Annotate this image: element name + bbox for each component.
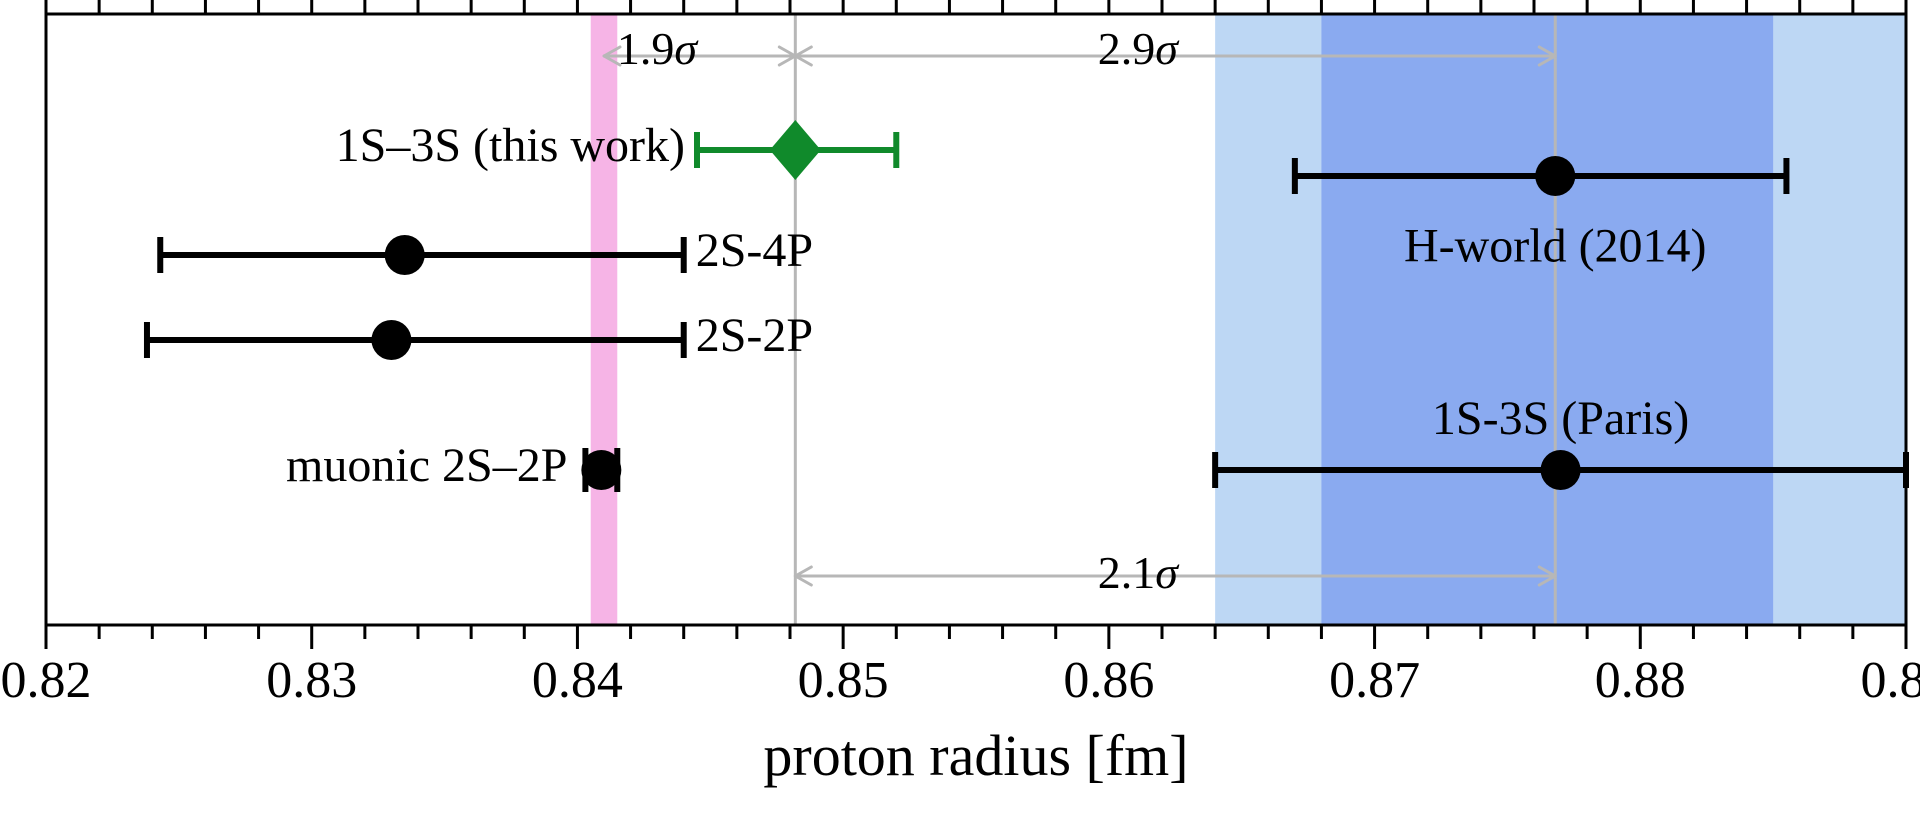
xtick-label: 0.82 bbox=[1, 652, 92, 709]
xtick-label: 0.85 bbox=[798, 652, 889, 709]
label-2s-4p: 2S-4P bbox=[696, 224, 813, 277]
label-2s-2p: 2S-2P bbox=[696, 309, 813, 362]
sigma-2p9: 2.9σ bbox=[1098, 23, 1181, 74]
label-h-world: H-world (2014) bbox=[1404, 220, 1707, 273]
point-muonic: muonic 2S–2P bbox=[286, 439, 621, 492]
label-muonic: muonic 2S–2P bbox=[286, 439, 567, 492]
muonic-band bbox=[591, 14, 618, 625]
point-2s-2p: 2S-2P bbox=[147, 309, 813, 362]
xtick-label: 0.89 bbox=[1861, 652, 1920, 709]
xtick-label: 0.83 bbox=[266, 652, 357, 709]
xtick-label: 0.88 bbox=[1595, 652, 1686, 709]
sigma-2p1: 2.1σ bbox=[1098, 547, 1181, 598]
xtick-label: 0.84 bbox=[532, 652, 623, 709]
xtick-label: 0.87 bbox=[1329, 652, 1420, 709]
proton-radius-chart: 1.9σ 2.9σ 2.1σ 1S–3S (this work) H-world (20… bbox=[0, 0, 1920, 814]
label-paris: 1S-3S (Paris) bbox=[1432, 392, 1689, 445]
sigma-1p9: 1.9σ bbox=[617, 23, 700, 74]
point-this-work: 1S–3S (this work) bbox=[336, 119, 897, 180]
label-this-work: 1S–3S (this work) bbox=[336, 119, 685, 172]
xtick-label: 0.86 bbox=[1063, 652, 1154, 709]
codata-inner bbox=[1321, 14, 1773, 625]
point-2s-4p: 2S-4P bbox=[160, 224, 813, 277]
x-axis-title: proton radius [fm] bbox=[763, 723, 1188, 788]
